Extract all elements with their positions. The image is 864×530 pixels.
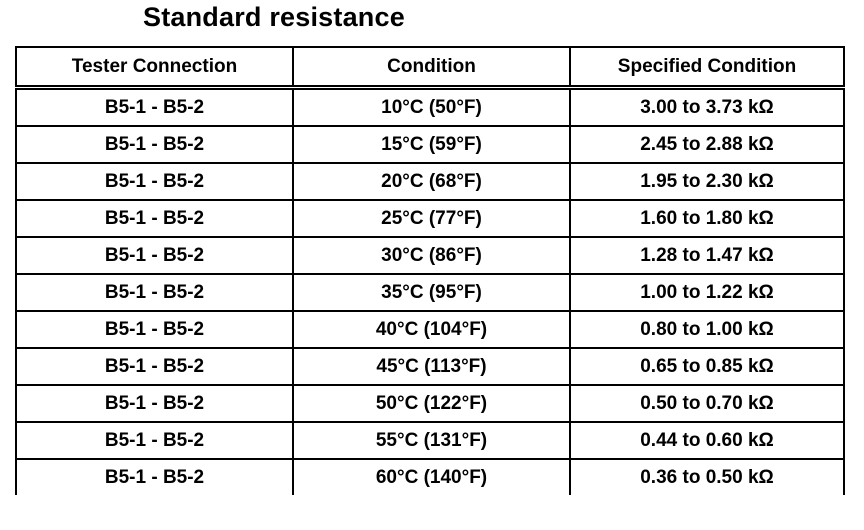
resistance-table: Tester Connection Condition Specified Co… [15, 46, 845, 495]
cell-specified-condition: 0.36 to 0.50 kΩ [569, 458, 845, 495]
cell-tester-connection: B5-1 - B5-2 [15, 236, 294, 275]
cell-specified-condition: 0.44 to 0.60 kΩ [569, 421, 845, 460]
cell-condition: 10°C (50°F) [292, 86, 571, 127]
cell-condition: 40°C (104°F) [292, 310, 571, 349]
cell-tester-connection: B5-1 - B5-2 [15, 347, 294, 386]
header-specified-condition: Specified Condition [569, 46, 845, 90]
cell-tester-connection: B5-1 - B5-2 [15, 162, 294, 201]
cell-tester-connection: B5-1 - B5-2 [15, 458, 294, 495]
table-row: B5-1 - B5-2 50°C (122°F) 0.50 to 0.70 kΩ [15, 384, 845, 423]
header-tester-connection: Tester Connection [15, 46, 294, 90]
table-row: B5-1 - B5-2 20°C (68°F) 1.95 to 2.30 kΩ [15, 162, 845, 201]
table-row: B5-1 - B5-2 45°C (113°F) 0.65 to 0.85 kΩ [15, 347, 845, 386]
cell-condition: 55°C (131°F) [292, 421, 571, 460]
table-row: B5-1 - B5-2 25°C (77°F) 1.60 to 1.80 kΩ [15, 199, 845, 238]
table-body: B5-1 - B5-2 10°C (50°F) 3.00 to 3.73 kΩ … [15, 86, 845, 495]
header-condition: Condition [292, 46, 571, 90]
table-row: B5-1 - B5-2 35°C (95°F) 1.00 to 1.22 kΩ [15, 273, 845, 312]
cell-specified-condition: 3.00 to 3.73 kΩ [569, 86, 845, 127]
cell-condition: 15°C (59°F) [292, 125, 571, 164]
table-row: B5-1 - B5-2 10°C (50°F) 3.00 to 3.73 kΩ [15, 86, 845, 127]
table-row: B5-1 - B5-2 55°C (131°F) 0.44 to 0.60 kΩ [15, 421, 845, 460]
cell-specified-condition: 1.60 to 1.80 kΩ [569, 199, 845, 238]
cell-condition: 25°C (77°F) [292, 199, 571, 238]
cell-specified-condition: 1.28 to 1.47 kΩ [569, 236, 845, 275]
cell-tester-connection: B5-1 - B5-2 [15, 421, 294, 460]
header-row: Tester Connection Condition Specified Co… [15, 46, 845, 90]
cell-condition: 45°C (113°F) [292, 347, 571, 386]
cell-condition: 60°C (140°F) [292, 458, 571, 495]
cell-tester-connection: B5-1 - B5-2 [15, 384, 294, 423]
page-title: Standard resistance [143, 2, 405, 32]
cell-specified-condition: 2.45 to 2.88 kΩ [569, 125, 845, 164]
cell-tester-connection: B5-1 - B5-2 [15, 273, 294, 312]
cell-specified-condition: 1.00 to 1.22 kΩ [569, 273, 845, 312]
cell-condition: 50°C (122°F) [292, 384, 571, 423]
table-row: B5-1 - B5-2 40°C (104°F) 0.80 to 1.00 kΩ [15, 310, 845, 349]
table-row: B5-1 - B5-2 30°C (86°F) 1.28 to 1.47 kΩ [15, 236, 845, 275]
cell-specified-condition: 0.65 to 0.85 kΩ [569, 347, 845, 386]
cell-condition: 20°C (68°F) [292, 162, 571, 201]
cell-specified-condition: 1.95 to 2.30 kΩ [569, 162, 845, 201]
cell-tester-connection: B5-1 - B5-2 [15, 199, 294, 238]
table-row: B5-1 - B5-2 15°C (59°F) 2.45 to 2.88 kΩ [15, 125, 845, 164]
cell-tester-connection: B5-1 - B5-2 [15, 86, 294, 127]
cell-condition: 35°C (95°F) [292, 273, 571, 312]
cell-specified-condition: 0.50 to 0.70 kΩ [569, 384, 845, 423]
cell-tester-connection: B5-1 - B5-2 [15, 125, 294, 164]
cell-condition: 30°C (86°F) [292, 236, 571, 275]
table-header: Tester Connection Condition Specified Co… [15, 46, 845, 90]
table-row: B5-1 - B5-2 60°C (140°F) 0.36 to 0.50 kΩ [15, 458, 845, 495]
cell-tester-connection: B5-1 - B5-2 [15, 310, 294, 349]
cell-specified-condition: 0.80 to 1.00 kΩ [569, 310, 845, 349]
